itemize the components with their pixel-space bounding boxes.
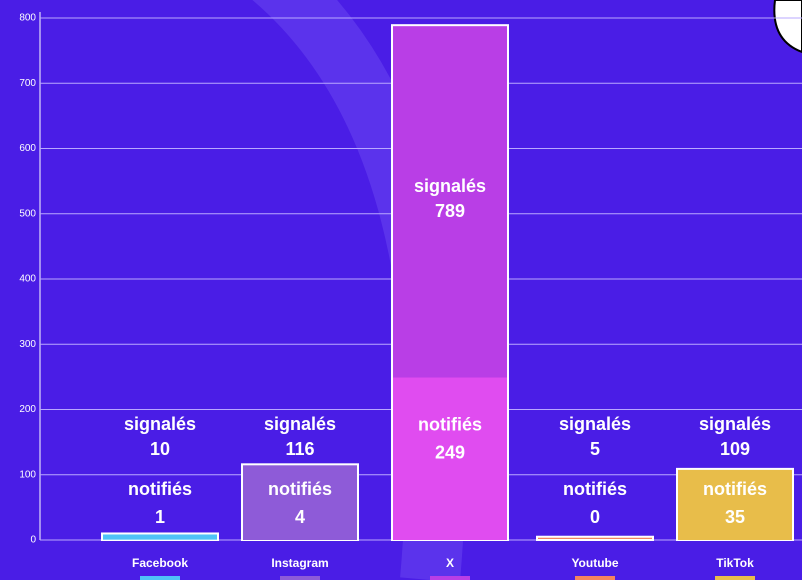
bar-notifies [243, 537, 357, 540]
y-tick-label: 100 [19, 469, 36, 480]
bar-signales [536, 535, 654, 541]
label-series-name: signalés [699, 414, 771, 434]
bar-notifies [103, 539, 217, 540]
data-label: 1 [155, 507, 165, 527]
category-underline [715, 576, 755, 580]
y-tick-label: 300 [19, 339, 36, 350]
y-tick-label: 0 [30, 535, 36, 546]
label-series-name: notifiés [128, 479, 192, 499]
data-label: 249 [435, 442, 465, 462]
data-label: 4 [295, 507, 305, 527]
label-series-name: notifiés [703, 479, 767, 499]
label-series-name: notifiés [418, 414, 482, 434]
y-tick-label: 200 [19, 404, 36, 415]
label-series-name: signalés [559, 414, 631, 434]
data-label: 35 [725, 507, 745, 527]
label-series-name: signalés [414, 176, 486, 196]
x-tick-label: Instagram [271, 556, 328, 570]
data-label: 789 [435, 201, 465, 221]
y-tick-label: 400 [19, 274, 36, 285]
bar-notifies [393, 377, 507, 540]
x-tick-label: Facebook [132, 556, 188, 570]
x-tick-label: X [446, 556, 454, 570]
category-underline [430, 576, 470, 580]
y-tick-label: 700 [19, 78, 36, 89]
x-tick-label: Youtube [571, 556, 618, 570]
y-tick-label: 800 [19, 13, 36, 24]
y-tick-label: 500 [19, 208, 36, 219]
category-underline [575, 576, 615, 580]
category-underline [140, 576, 180, 580]
data-label: 0 [590, 507, 600, 527]
bar-signales [101, 532, 219, 541]
data-label: 10 [150, 439, 170, 459]
bar-signales [241, 463, 359, 541]
data-label: 5 [590, 439, 600, 459]
label-series-name: signalés [264, 414, 336, 434]
label-series-name: notifiés [563, 479, 627, 499]
category-underline [280, 576, 320, 580]
label-series-name: signalés [124, 414, 196, 434]
y-tick-label: 600 [19, 143, 36, 154]
x-tick-label: TikTok [716, 556, 754, 570]
bar-notifies [678, 517, 792, 540]
data-label: 116 [285, 439, 314, 459]
label-series-name: notifiés [268, 479, 332, 499]
data-label: 109 [720, 439, 750, 459]
